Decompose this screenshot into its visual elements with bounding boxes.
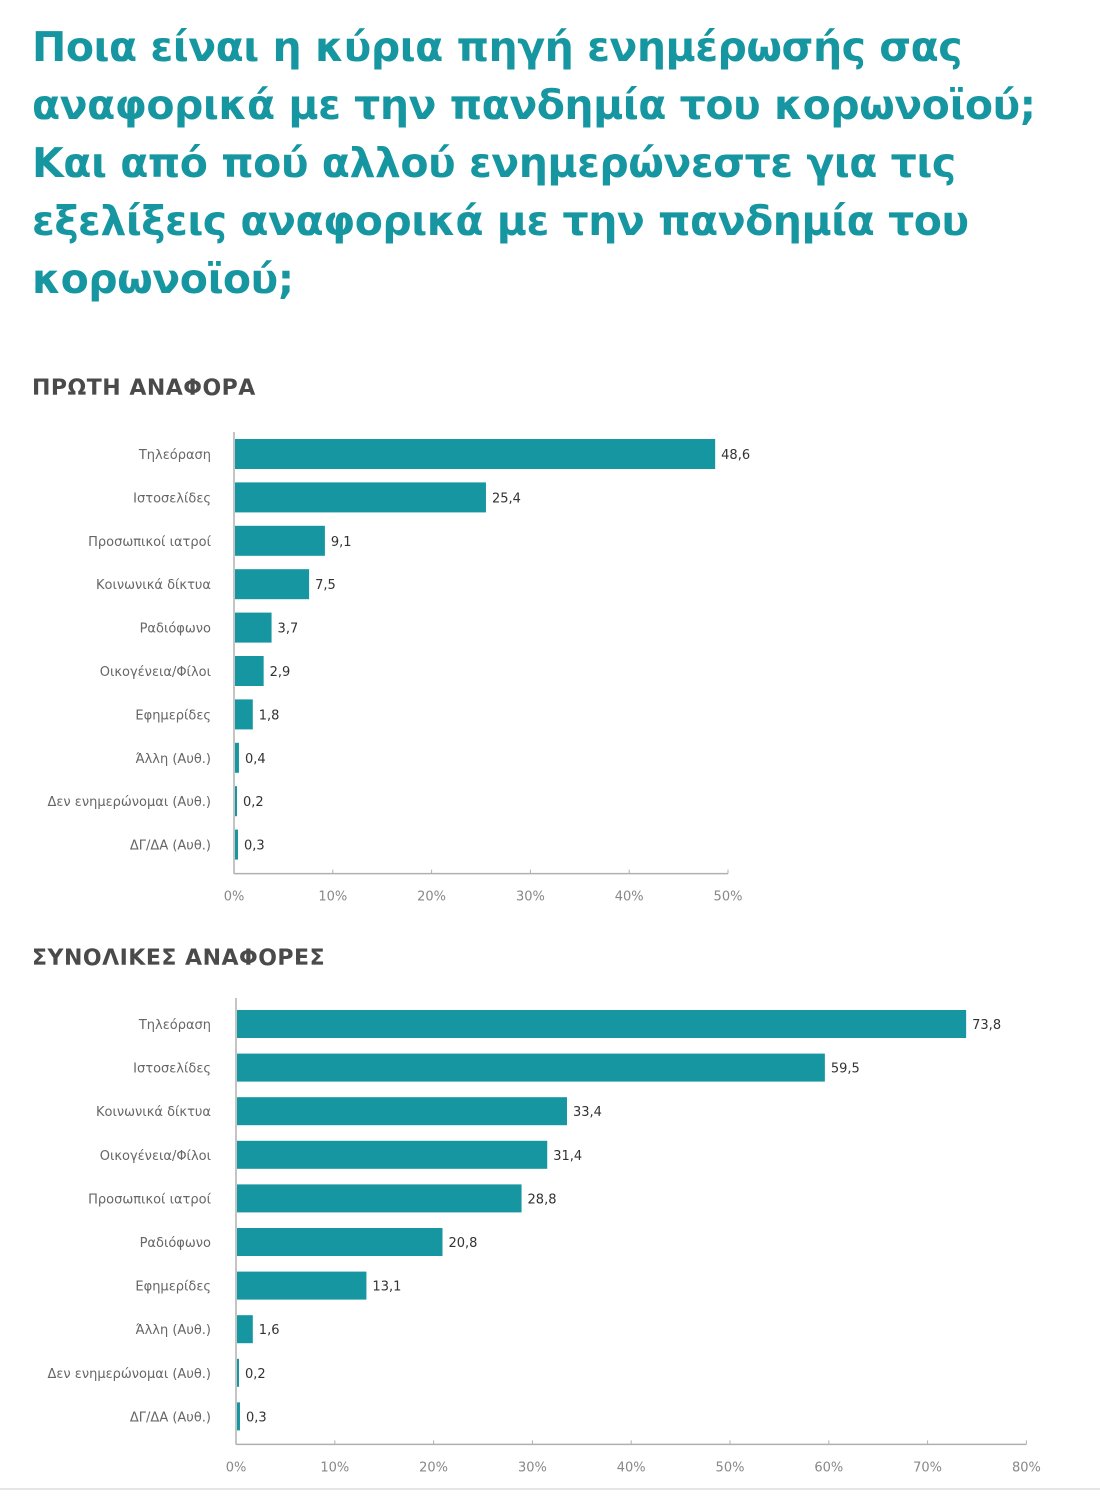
data-label: 7,5 — [315, 578, 336, 593]
chart-title-first-mention: ΠΡΩΤΗ ΑΝΑΦΟΡΑ — [32, 376, 256, 401]
bar — [237, 1315, 253, 1344]
category-label: Τηλεόραση — [138, 448, 211, 463]
bar — [235, 525, 325, 556]
x-tick-label: 20% — [419, 1460, 448, 1475]
total-mentions-bar-chart: 0% 10% 20% 30% 40% 50% 60% 70% 80% Τηλεόραση 73,8 Ι… — [47, 998, 1041, 1475]
bar — [235, 829, 238, 860]
x-tick-label: 50% — [714, 890, 743, 905]
x-tick-label: 50% — [716, 1460, 745, 1475]
x-tick-label: 40% — [615, 890, 644, 905]
data-label: 0,2 — [243, 795, 264, 810]
category-label: Κοινωνικά δίκτυα — [96, 1105, 211, 1120]
category-label: ΔΓ/ΔΑ (Αυθ.) — [130, 1410, 211, 1425]
bar — [237, 1010, 967, 1038]
bar — [237, 1228, 443, 1256]
data-label: 73,8 — [972, 1018, 1001, 1033]
data-label: 0,3 — [244, 839, 265, 854]
category-label: Κοινωνικά δίκτυα — [96, 578, 211, 593]
bottom-divider — [0, 1488, 1100, 1490]
data-label: 1,8 — [259, 708, 280, 723]
x-tick-label: 20% — [417, 890, 446, 905]
chart-title-total-mentions: ΣΥΝΟΛΙΚΕΣ ΑΝΑΦΟΡΕΣ — [32, 946, 326, 971]
bar — [235, 569, 310, 600]
x-tick-label: 0% — [226, 1460, 247, 1475]
category-label: Ιστοσελίδες — [133, 491, 211, 506]
category-label: Ιστοσελίδες — [133, 1062, 211, 1077]
category-label: Οικογένεια/Φίλοι — [100, 665, 211, 680]
x-tick-label: 30% — [516, 890, 545, 905]
first-mention-bar-chart: 0% 10% 20% 30% 40% 50% Τηλεόραση 48,6 Ιστοσελίδε… — [47, 432, 750, 905]
data-label: 28,8 — [528, 1192, 557, 1207]
data-label: 33,4 — [573, 1105, 602, 1120]
category-label: Εφημερίδες — [135, 1280, 211, 1295]
category-label: Δεν ενημερώνομαι (Αυθ.) — [47, 1367, 211, 1382]
bar — [237, 1140, 548, 1169]
data-label: 0,4 — [245, 752, 266, 767]
category-label: Οικογένεια/Φίλοι — [100, 1149, 211, 1164]
category-label: Προσωπικοί ιατροί — [88, 1192, 211, 1207]
x-tick-label: 60% — [814, 1460, 843, 1475]
bar — [237, 1358, 239, 1387]
category-label: Άλλη (Αυθ.) — [136, 752, 211, 767]
x-tick-label: 10% — [320, 1460, 349, 1475]
category-label: Ραδιόφωνο — [140, 622, 211, 637]
category-label: ΔΓ/ΔΑ (Αυθ.) — [130, 839, 211, 854]
bar — [235, 656, 264, 686]
bar — [237, 1097, 567, 1126]
data-label: 9,1 — [331, 535, 352, 550]
bar — [235, 482, 486, 513]
category-label: Δεν ενημερώνομαι (Αυθ.) — [47, 795, 211, 810]
bar — [237, 1402, 240, 1431]
data-label: 20,8 — [449, 1236, 478, 1251]
bar — [235, 742, 239, 773]
data-label: 59,5 — [831, 1062, 860, 1077]
category-label: Προσωπικοί ιατροί — [88, 535, 211, 550]
bar — [237, 1271, 367, 1300]
category-label: Εφημερίδες — [135, 708, 211, 723]
category-label: Ραδιόφωνο — [140, 1236, 211, 1251]
category-label: Άλλη (Αυθ.) — [136, 1323, 211, 1338]
data-label: 2,9 — [270, 665, 291, 680]
data-label: 25,4 — [492, 491, 521, 506]
x-tick-label: 0% — [224, 890, 245, 905]
data-label: 0,3 — [246, 1410, 267, 1425]
data-label: 3,7 — [278, 622, 299, 637]
data-label: 13,1 — [372, 1280, 401, 1295]
x-tick-label: 70% — [913, 1460, 942, 1475]
bar — [235, 786, 237, 817]
page-title: Ποια είναι η κύρια πηγή ενημέρωσής σας α… — [32, 23, 1036, 303]
x-tick-label: 30% — [518, 1460, 547, 1475]
x-tick-label: 40% — [617, 1460, 646, 1475]
data-label: 48,6 — [721, 448, 750, 463]
bar — [235, 439, 716, 469]
data-label: 0,2 — [245, 1367, 266, 1382]
bar — [237, 1053, 825, 1082]
data-label: 1,6 — [259, 1323, 280, 1338]
bar — [235, 612, 272, 643]
x-tick-label: 80% — [1012, 1460, 1041, 1475]
data-label: 31,4 — [553, 1149, 582, 1164]
bar — [235, 699, 253, 730]
category-label: Τηλεόραση — [138, 1018, 211, 1033]
x-tick-label: 10% — [318, 890, 347, 905]
bar — [237, 1184, 522, 1213]
